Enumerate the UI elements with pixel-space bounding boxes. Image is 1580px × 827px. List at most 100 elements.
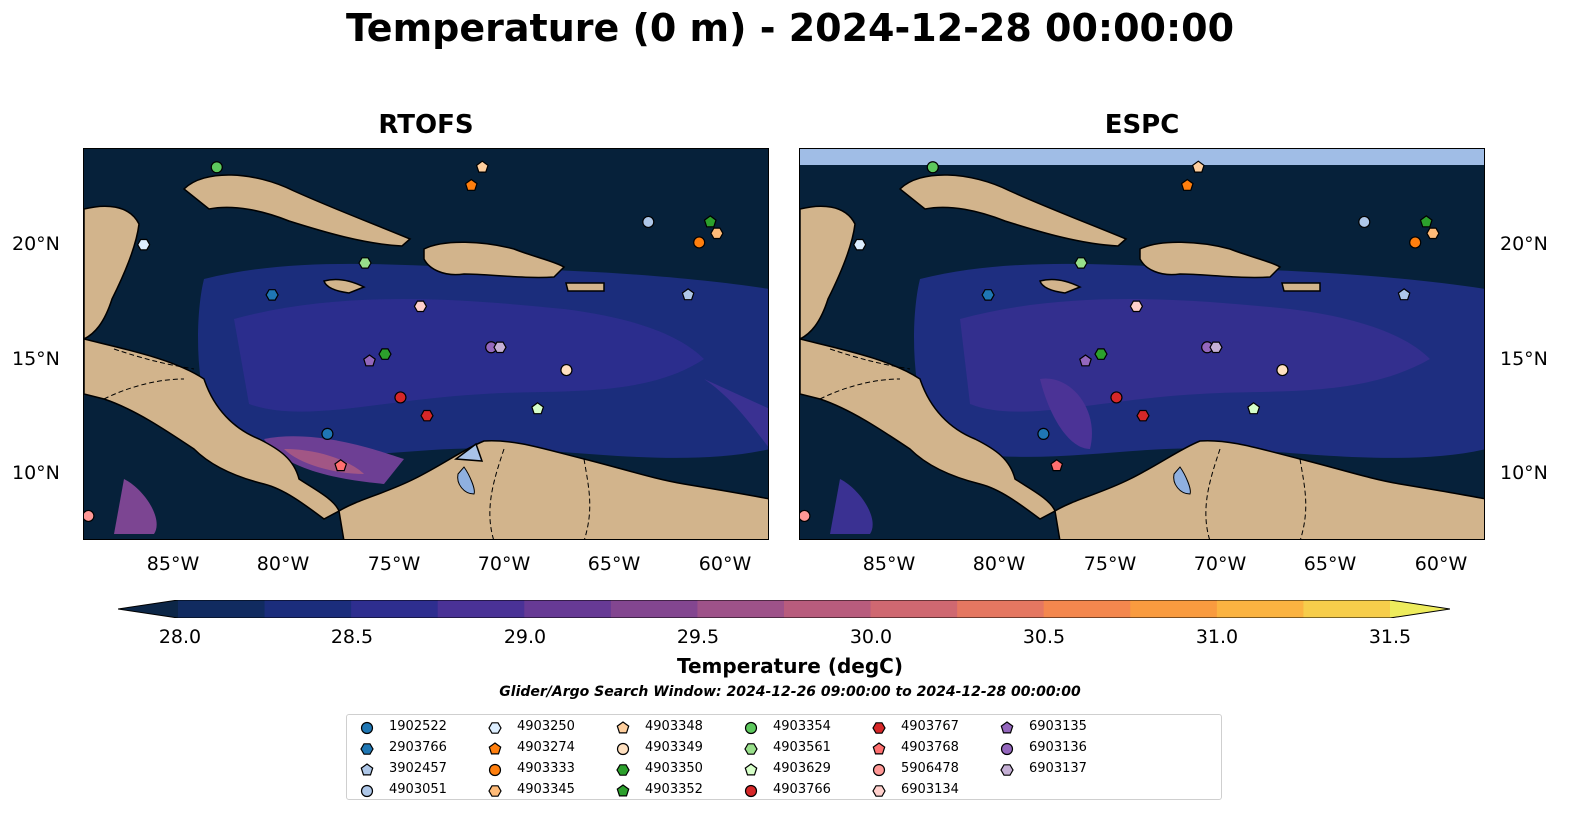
colorbar-band (784, 600, 872, 618)
legend-label: 1902522 (389, 719, 447, 734)
float-marker-4903354 (210, 161, 223, 174)
lat-label-15n-left: 15°N (12, 348, 60, 370)
map-panel-rtofs (83, 148, 769, 540)
colorbar-extend-high (1390, 600, 1450, 618)
legend-label: 4903766 (773, 782, 831, 797)
legend-marker-pentagon-icon (616, 721, 630, 734)
float-marker-4903561 (358, 257, 372, 269)
float-markers-rtofs (84, 160, 724, 523)
legend-marker-hexagon-icon (488, 722, 502, 734)
legend-label: 4903051 (389, 782, 447, 797)
float-marker-3902457 (1397, 288, 1411, 301)
float-marker-4903333 (1409, 236, 1422, 249)
legend-marker-pentagon-icon (744, 763, 758, 776)
panel-title-espc: ESPC (1104, 110, 1180, 140)
legend-label: 4903349 (645, 740, 703, 755)
float-marker-2903766 (265, 289, 279, 301)
legend-label: 4903333 (517, 761, 575, 776)
float-marker-4903345 (1426, 227, 1440, 240)
legend-symbol (744, 743, 758, 755)
colorbar-label: Temperature (degC) (677, 654, 903, 678)
legend-symbol (1000, 742, 1014, 756)
float-marker-4903349 (560, 363, 573, 377)
legend-label: 6903136 (1029, 740, 1087, 755)
float-marker-4903766 (394, 391, 407, 404)
legend-marker-hexagon-icon (872, 722, 886, 734)
float-marker-4903767 (1136, 409, 1150, 422)
no-data-band (800, 149, 1484, 165)
legend-symbol (1000, 764, 1014, 776)
legend-marker-circle-icon (488, 763, 502, 777)
legend-symbol (744, 763, 758, 776)
float-marker-4903250 (853, 238, 867, 251)
legend-symbol (616, 742, 630, 756)
legend-symbol (616, 721, 630, 734)
colorbar-tick-28-5: 28.5 (330, 626, 374, 648)
legend-symbol (488, 763, 502, 777)
lon-label-65w-left: 65°W (587, 553, 641, 575)
legend-marker-circle-icon (360, 721, 374, 735)
legend-label: 4903274 (517, 740, 575, 755)
colorbar-tick-28-0: 28.0 (158, 626, 202, 648)
legend-marker-hexagon-icon (872, 785, 886, 797)
sst-field (114, 263, 768, 534)
colorbar-band (870, 600, 958, 618)
float-marker-4903274 (1180, 178, 1194, 191)
float-marker-4903349 (1276, 363, 1289, 377)
float-markers-espc (800, 160, 1440, 523)
legend-marker-circle-icon (360, 784, 374, 798)
legend-symbol (360, 721, 374, 735)
legend-marker-hexagon-icon (488, 785, 502, 797)
map-panel-espc (799, 148, 1485, 540)
colorbar-tick-29-0: 29.0 (503, 626, 547, 648)
legend-symbol (872, 742, 886, 755)
legend-marker-pentagon-icon (872, 742, 886, 755)
lon-label-60w-right: 60°W (1414, 553, 1468, 575)
map-canvas-espc (800, 149, 1484, 539)
figure-title: Temperature (0 m) - 2024-12-28 00:00:00 (345, 6, 1235, 50)
legend-marker-hexagon-icon (616, 764, 630, 776)
lon-label-85w-left: 85°W (146, 553, 200, 575)
colorbar-tick-31-5: 31.5 (1368, 626, 1412, 648)
float-marker-4903350 (1094, 348, 1108, 360)
legend-symbol (488, 785, 502, 797)
legend-label: 4903561 (773, 740, 831, 755)
lat-label-10n-left: 10°N (12, 462, 60, 484)
float-marker-4903274 (464, 178, 478, 191)
legend-symbol (744, 721, 758, 735)
float-marker-4903051 (642, 215, 655, 229)
float-marker-5906478 (800, 509, 811, 523)
legend-symbol (488, 742, 502, 755)
land (800, 174, 1484, 539)
float-marker-4903350 (378, 348, 392, 360)
colorbar (118, 600, 1450, 618)
lon-label-65w-right: 65°W (1303, 553, 1357, 575)
float-marker-4903768 (1050, 459, 1064, 472)
legend-marker-hexagon-icon (1000, 764, 1014, 776)
panel-title-rtofs: RTOFS (378, 110, 474, 140)
lat-label-10n-right: 10°N (1500, 462, 1548, 484)
legend-label: 4903348 (645, 719, 703, 734)
colorbar-band (437, 600, 525, 618)
lon-label-80w-right: 80°W (972, 553, 1026, 575)
legend-label: 4903354 (773, 719, 831, 734)
lat-label-20n-left: 20°N (12, 233, 60, 255)
legend-marker-pentagon-icon (1000, 721, 1014, 734)
colorbar-band (957, 600, 1045, 618)
country-borders (103, 348, 591, 539)
lat-label-15n-right: 15°N (1500, 348, 1548, 370)
legend-label: 2903766 (389, 740, 447, 755)
legend-symbol (872, 763, 886, 777)
legend-label: 4903350 (645, 761, 703, 776)
colorbar-tick-30-0: 30.0 (849, 626, 893, 648)
country-borders (819, 348, 1307, 539)
legend-label: 4903250 (517, 719, 575, 734)
float-marker-6903134 (1129, 300, 1144, 313)
float-marker-4903629 (531, 402, 545, 415)
legend-symbol (360, 743, 374, 755)
legend-symbol (488, 722, 502, 734)
legend-marker-circle-icon (616, 742, 630, 756)
lon-label-75w-right: 75°W (1083, 553, 1137, 575)
legend-symbol (872, 785, 886, 797)
legend-marker-circle-icon (872, 763, 886, 777)
